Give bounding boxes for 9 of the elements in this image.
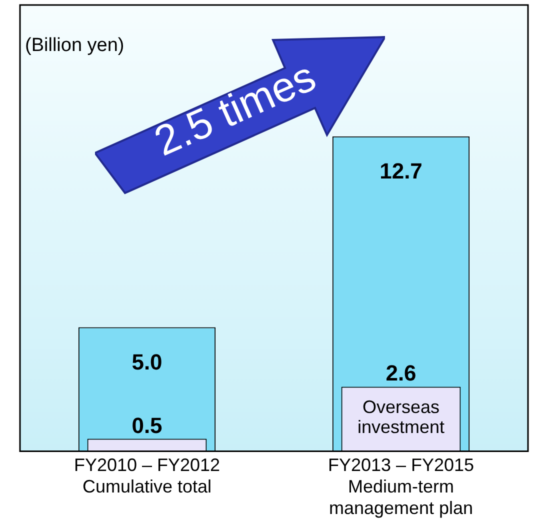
data-label: 0.5 [132,412,162,438]
y-axis-title: (Billion yen) [25,35,124,57]
x-tick-label: FY2010 – FY2012 Cumulative total [74,454,220,497]
x-tick-label: FY2013 – FY2015 Medium-term management plan [328,454,474,518]
annotation: 2.5 times [147,52,322,165]
data-label: 2.6 [386,360,416,386]
data-label: 5.0 [132,349,162,374]
series-label: Overseas investment [357,396,445,437]
data-label: 12.7 [380,158,422,184]
